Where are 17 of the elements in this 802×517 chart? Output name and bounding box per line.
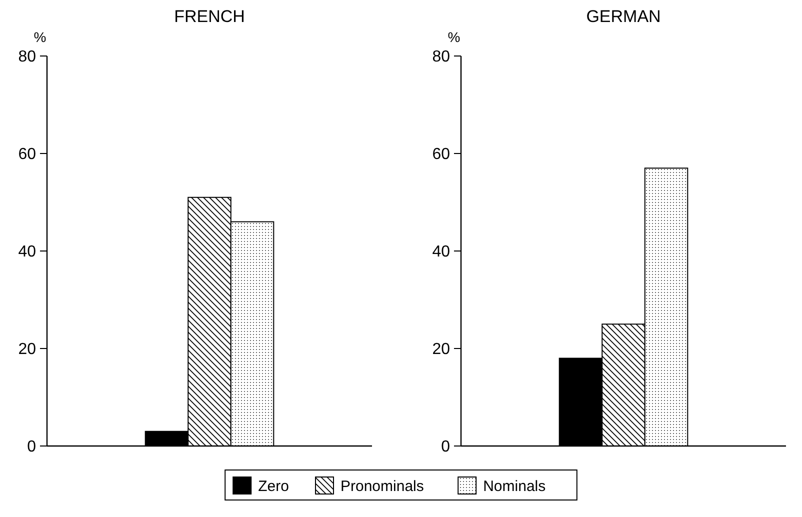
y-axis-title: % [34, 29, 46, 45]
chart-title: GERMAN [586, 7, 661, 26]
y-tick-label: 20 [18, 341, 36, 358]
legend-label: Nominals [483, 478, 546, 495]
y-tick-label: 40 [432, 244, 450, 261]
chart-title: FRENCH [174, 7, 245, 26]
y-tick-label: 0 [441, 438, 450, 456]
y-tick-label: 80 [18, 48, 36, 66]
y-tick-label: 60 [18, 146, 36, 164]
legend-label: Pronominals [340, 478, 424, 495]
y-tick-label: 80 [432, 48, 450, 66]
y-tick-label: 60 [432, 146, 450, 164]
y-tick-label: 20 [432, 341, 450, 358]
legend-label: Zero [258, 478, 289, 495]
y-tick-label: 40 [18, 244, 36, 261]
y-tick-label: 0 [27, 438, 36, 456]
y-axis-title: % [448, 29, 460, 45]
